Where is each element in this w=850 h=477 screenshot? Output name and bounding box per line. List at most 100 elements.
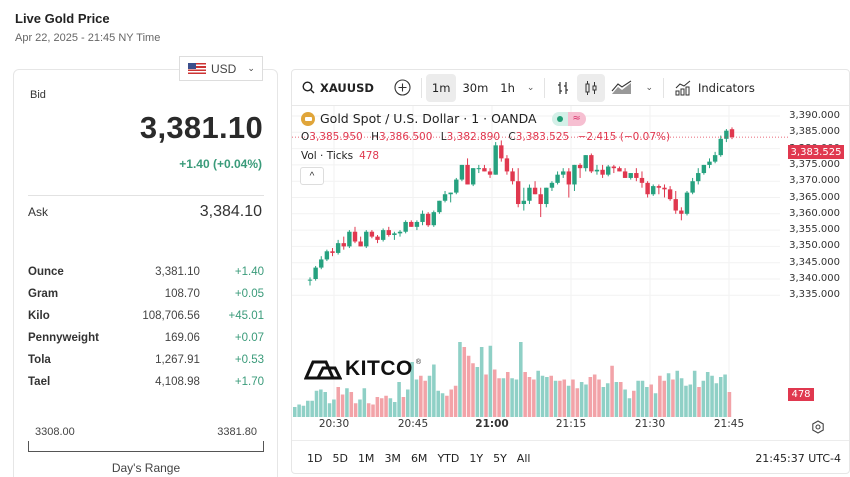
gold-bars-icon — [301, 111, 315, 126]
unit-table: Ounce 3,381.10 +1.40 Gram 108.70 +0.05 Kilo 1… — [28, 261, 264, 393]
bid-change: +1.40 (+0.04%) — [179, 157, 262, 171]
high-value: 3,386.500 — [378, 131, 433, 143]
candlestick-chart[interactable] — [292, 106, 850, 440]
market-status-badge[interactable]: ≈ — [551, 111, 586, 126]
candles-button[interactable] — [577, 73, 606, 102]
range-5d[interactable]: 5D — [332, 451, 348, 465]
unit-value: 3,381.10 — [155, 266, 200, 278]
interval-dropdown[interactable]: ⌄ — [521, 74, 541, 102]
ask-price: 3,384.10 — [199, 203, 262, 220]
area-chart-button[interactable] — [605, 74, 639, 102]
divider — [663, 77, 664, 98]
indicators-label: Indicators — [698, 80, 755, 95]
chart-type-dropdown[interactable]: ⌄ — [639, 74, 659, 102]
unit-change: +1.70 — [234, 376, 265, 388]
unit-value: 108.70 — [164, 288, 200, 300]
ohlc-values: O3,385.950 H3,386.500 L3,382.890 C3,383.… — [301, 131, 675, 143]
divider — [420, 77, 422, 98]
kitco-bars-icon — [304, 360, 342, 380]
currency-selector[interactable]: USD ⌄ — [179, 56, 263, 81]
timestamp: Apr 22, 2025 - 21:45 NY Time — [15, 32, 161, 44]
bar-replay-button[interactable] — [549, 74, 577, 102]
close-label: C — [508, 131, 516, 143]
indicators-icon — [675, 80, 691, 95]
settings-icon[interactable] — [811, 420, 825, 434]
us-flag-icon — [188, 63, 206, 74]
indicators-button[interactable]: Indicators — [668, 74, 761, 102]
unit-name: Tola — [28, 354, 51, 366]
range-5y[interactable]: 5Y — [493, 451, 507, 465]
time-tick: 21:30 — [634, 418, 666, 430]
price-tick: 3,370.000 — [789, 175, 840, 187]
unit-value: 1,267.91 — [155, 354, 200, 366]
symbol-label: XAUUSD — [320, 80, 374, 95]
bid-label: Bid — [30, 89, 46, 101]
unit-change: +1.40 — [234, 266, 265, 278]
open-value: 3,385.950 — [309, 131, 363, 143]
compare-bars-icon — [558, 81, 569, 94]
price-tick: 3,345.000 — [789, 256, 840, 268]
chevron-up-icon: ^ — [309, 170, 315, 182]
delayed-data-icon: ≈ — [567, 111, 586, 126]
ask-label: Ask — [28, 205, 49, 219]
quote-card — [13, 69, 278, 477]
range-all[interactable]: All — [516, 451, 531, 465]
range-1y[interactable]: 1Y — [469, 451, 484, 465]
unit-change: +0.07 — [234, 332, 265, 344]
price-tick: 3,355.000 — [789, 224, 840, 236]
time-axis[interactable]: 20:30 20:45 21:00 21:15 21:30 21:45 — [292, 418, 780, 438]
unit-name: Gram — [28, 288, 59, 300]
unit-change: +0.05 — [234, 288, 265, 300]
interval-30m[interactable]: 30m — [462, 80, 489, 95]
range-6m[interactable]: 6M — [410, 451, 428, 465]
instrument-title: Gold Spot / U.S. Dollar · 1 · OANDA — [320, 111, 537, 126]
time-tick: 20:45 — [397, 418, 429, 430]
compare-button[interactable] — [388, 74, 417, 102]
range-label: Day's Range — [111, 461, 181, 475]
market-open-icon — [551, 111, 568, 126]
range-1m[interactable]: 1M — [357, 451, 375, 465]
low-label: L — [440, 131, 447, 143]
last-price-label: 3,383.525 — [788, 145, 844, 159]
collapse-legend-button[interactable]: ^ — [300, 167, 324, 185]
range-3m[interactable]: 3M — [384, 451, 401, 465]
chart-panel: XAUUSD 1m 30m 1h ⌄ ⌄ Indic — [291, 69, 850, 474]
range-bar-bottom: 1D 5D 1M 3M 6M YTD 1Y 5Y All 21:45:37 UT… — [292, 440, 849, 473]
unit-value: 4,108.98 — [155, 376, 200, 388]
range-1d[interactable]: 1D — [307, 451, 323, 465]
area-chart-icon — [612, 80, 632, 94]
low-value: 3,382.890 — [446, 131, 501, 143]
volume-legend: Vol · Ticks 478 — [301, 150, 379, 162]
close-value: 3,383.525 — [515, 131, 570, 143]
unit-row-gram: Gram 108.70 +0.05 — [28, 283, 264, 305]
chevron-down-icon: ⌄ — [247, 63, 255, 73]
kitco-logo: KITCO ® — [304, 357, 421, 381]
price-tick: 3,340.000 — [789, 273, 840, 284]
watermark-text: KITCO — [345, 357, 413, 380]
time-tick: 21:15 — [555, 418, 587, 430]
symbol-search[interactable]: XAUUSD — [292, 74, 380, 102]
unit-row-tola: Tola 1,267.91 +0.53 — [28, 349, 264, 371]
price-axis[interactable]: 3,390.0003,385.0003,380.0003,375.0003,37… — [780, 106, 849, 473]
interval-1h[interactable]: 1h — [500, 80, 515, 95]
price-change: −2.415 (−0.07%) — [577, 131, 671, 143]
range-ytd[interactable]: YTD — [437, 451, 460, 465]
chart-clock[interactable]: 21:45:37 UTC-4 — [755, 451, 841, 465]
price-tick: 3,350.000 — [789, 240, 840, 252]
unit-row-tael: Tael 4,108.98 +1.70 — [28, 371, 264, 393]
bid-price: 3,381.10 — [139, 110, 263, 145]
price-tick: 3,335.000 — [789, 289, 840, 301]
divider — [28, 195, 264, 196]
time-tick: 20:30 — [318, 418, 350, 430]
last-volume-label: 478 — [788, 388, 814, 401]
price-tick: 3,360.000 — [789, 207, 840, 219]
unit-value: 108,706.56 — [142, 310, 200, 322]
unit-change: +0.53 — [234, 354, 265, 366]
unit-name: Pennyweight — [28, 332, 99, 344]
open-label: O — [301, 131, 310, 143]
range-bar — [28, 441, 264, 452]
interval-1m[interactable]: 1m — [425, 73, 457, 102]
high-label: H — [371, 131, 379, 143]
unit-name: Kilo — [28, 310, 50, 322]
